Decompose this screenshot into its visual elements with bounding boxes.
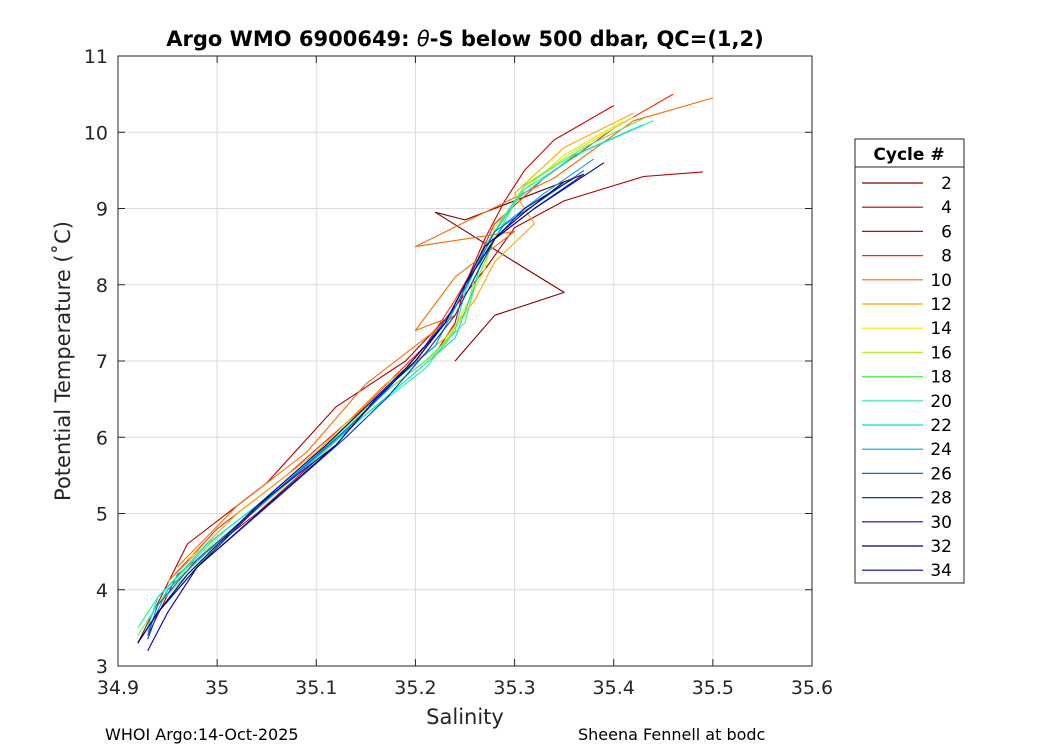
series-line-cycle-20 [137,120,654,629]
series-line-cycle-24 [147,158,595,632]
series-line-cycle-34 [147,162,605,652]
x-axis-label: Salinity [426,705,504,729]
x-tick-label: 35.5 [692,677,734,699]
y-tick-label: 5 [96,504,108,526]
y-tick-label: 10 [84,122,108,144]
series-group [137,93,714,652]
x-tick-label: 35.4 [593,677,635,699]
legend-label-cycle-8: 8 [941,247,952,267]
y-tick-label: 7 [96,351,108,373]
legend-label-cycle-12: 12 [930,295,952,315]
y-tick-label: 4 [96,580,108,602]
y-tick-label: 8 [96,275,108,297]
legend-label-cycle-16: 16 [930,343,952,363]
x-tick-label: 35 [205,677,229,699]
y-tick-label: 9 [96,199,108,221]
y-tick-label: 3 [96,656,108,678]
legend-label-cycle-32: 32 [930,537,952,557]
legend-label-cycle-2: 2 [941,174,952,194]
legend-label-cycle-24: 24 [930,440,952,460]
y-tick-label: 11 [84,46,108,68]
legend-box [854,138,965,584]
series-line-cycle-2 [434,173,585,362]
series-line-cycle-32 [137,181,565,644]
legend-label-cycle-28: 28 [930,489,952,509]
legend-label-cycle-4: 4 [941,198,952,218]
axis-ticks: 34.9 35 35.1 35.2 35.3 35.4 35.5 35.6 3 4 5 6 7 8 9 10 1… [84,46,833,699]
x-tick-label: 35.6 [791,677,833,699]
x-tick-label: 35.3 [493,677,535,699]
legend-label-cycle-6: 6 [941,222,952,242]
chart-title: Argo WMO 6900649: θ-S below 500 dbar, QC… [166,27,763,51]
y-axis-label: Potential Temperature (˚C) [51,221,75,501]
legend-label-cycle-20: 20 [930,392,952,412]
series-line-cycle-6 [147,105,614,636]
x-tick-label: 35.2 [394,677,436,699]
legend-title: Cycle # [873,145,944,165]
x-tick-label: 35.1 [295,677,337,699]
legend-label-cycle-10: 10 [930,271,952,291]
series-line-cycle-12 [167,112,634,583]
y-tick-label: 6 [96,427,108,449]
legend-label-cycle-14: 14 [930,319,952,339]
series-line-cycle-22 [147,124,644,629]
series-line-cycle-10 [177,97,714,568]
legend-label-cycle-30: 30 [930,513,952,533]
footer-left: WHOI Argo:14-Oct-2025 [105,725,299,744]
legend-label-cycle-18: 18 [930,368,952,388]
legend-label-cycle-34: 34 [930,561,952,581]
footer-right: Sheena Fennell at bodc [578,725,766,744]
legend-label-cycle-22: 22 [930,416,952,436]
legend-label-cycle-26: 26 [930,464,952,484]
x-tick-label: 34.9 [97,677,139,699]
